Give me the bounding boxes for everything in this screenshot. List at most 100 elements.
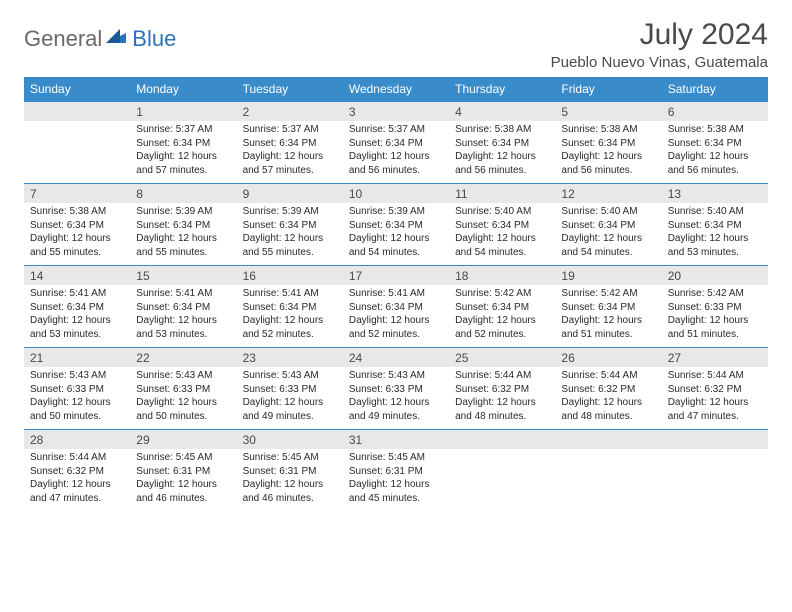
sunrise-text: Sunrise: 5:40 AM: [668, 205, 762, 219]
daylight-text: and 57 minutes.: [136, 164, 230, 178]
daylight-text: and 53 minutes.: [668, 246, 762, 260]
day-detail-cell: Sunrise: 5:43 AMSunset: 6:33 PMDaylight:…: [24, 367, 130, 430]
day-number-row: 123456: [24, 102, 768, 122]
daylight-text: Daylight: 12 hours: [349, 232, 443, 246]
sunset-text: Sunset: 6:33 PM: [668, 301, 762, 315]
day-number: 24: [343, 348, 449, 368]
day-number: 22: [130, 348, 236, 368]
daylight-text: Daylight: 12 hours: [136, 150, 230, 164]
daylight-text: Daylight: 12 hours: [455, 314, 549, 328]
day-detail-row: Sunrise: 5:43 AMSunset: 6:33 PMDaylight:…: [24, 367, 768, 430]
calendar-table: Sunday Monday Tuesday Wednesday Thursday…: [24, 77, 768, 511]
day-number: 10: [343, 184, 449, 204]
day-detail-cell: Sunrise: 5:38 AMSunset: 6:34 PMDaylight:…: [24, 203, 130, 266]
day-detail-row: Sunrise: 5:41 AMSunset: 6:34 PMDaylight:…: [24, 285, 768, 348]
logo-text-general: General: [24, 26, 102, 52]
day-number: 11: [449, 184, 555, 204]
day-number: 29: [130, 430, 236, 450]
day-detail-cell: Sunrise: 5:44 AMSunset: 6:32 PMDaylight:…: [449, 367, 555, 430]
sunset-text: Sunset: 6:33 PM: [243, 383, 337, 397]
sunset-text: Sunset: 6:34 PM: [561, 301, 655, 315]
day-detail-cell: Sunrise: 5:37 AMSunset: 6:34 PMDaylight:…: [343, 121, 449, 184]
sunrise-text: Sunrise: 5:38 AM: [561, 123, 655, 137]
sunset-text: Sunset: 6:34 PM: [349, 301, 443, 315]
daylight-text: Daylight: 12 hours: [136, 396, 230, 410]
day-detail-cell: Sunrise: 5:42 AMSunset: 6:33 PMDaylight:…: [662, 285, 768, 348]
day-detail-cell: [555, 449, 661, 511]
daylight-text: Daylight: 12 hours: [349, 150, 443, 164]
day-detail-cell: Sunrise: 5:43 AMSunset: 6:33 PMDaylight:…: [343, 367, 449, 430]
logo-text-blue: Blue: [132, 26, 176, 52]
day-number: 6: [662, 102, 768, 122]
day-detail-cell: Sunrise: 5:43 AMSunset: 6:33 PMDaylight:…: [130, 367, 236, 430]
day-number: 13: [662, 184, 768, 204]
sunset-text: Sunset: 6:34 PM: [455, 301, 549, 315]
sunrise-text: Sunrise: 5:40 AM: [455, 205, 549, 219]
sunset-text: Sunset: 6:33 PM: [136, 383, 230, 397]
day-number: 12: [555, 184, 661, 204]
daylight-text: Daylight: 12 hours: [30, 314, 124, 328]
sunrise-text: Sunrise: 5:44 AM: [668, 369, 762, 383]
sunset-text: Sunset: 6:34 PM: [243, 137, 337, 151]
sunrise-text: Sunrise: 5:45 AM: [136, 451, 230, 465]
sunset-text: Sunset: 6:32 PM: [668, 383, 762, 397]
calendar-document: General Blue July 2024 Pueblo Nuevo Vina…: [0, 0, 792, 529]
sunset-text: Sunset: 6:31 PM: [136, 465, 230, 479]
daylight-text: Daylight: 12 hours: [349, 396, 443, 410]
day-detail-cell: Sunrise: 5:45 AMSunset: 6:31 PMDaylight:…: [130, 449, 236, 511]
day-number: 8: [130, 184, 236, 204]
daylight-text: and 47 minutes.: [668, 410, 762, 424]
day-detail-cell: Sunrise: 5:37 AMSunset: 6:34 PMDaylight:…: [130, 121, 236, 184]
daylight-text: Daylight: 12 hours: [243, 232, 337, 246]
day-number: 14: [24, 266, 130, 286]
sunrise-text: Sunrise: 5:40 AM: [561, 205, 655, 219]
sunrise-text: Sunrise: 5:41 AM: [243, 287, 337, 301]
daylight-text: and 55 minutes.: [136, 246, 230, 260]
day-number: 20: [662, 266, 768, 286]
daylight-text: Daylight: 12 hours: [243, 478, 337, 492]
sunrise-text: Sunrise: 5:41 AM: [349, 287, 443, 301]
sunrise-text: Sunrise: 5:43 AM: [30, 369, 124, 383]
daylight-text: and 48 minutes.: [455, 410, 549, 424]
day-number: 31: [343, 430, 449, 450]
sunrise-text: Sunrise: 5:42 AM: [455, 287, 549, 301]
day-detail-cell: Sunrise: 5:38 AMSunset: 6:34 PMDaylight:…: [555, 121, 661, 184]
daylight-text: and 56 minutes.: [349, 164, 443, 178]
day-number: 18: [449, 266, 555, 286]
day-number: 21: [24, 348, 130, 368]
day-number-row: 78910111213: [24, 184, 768, 204]
day-number: 28: [24, 430, 130, 450]
sunset-text: Sunset: 6:32 PM: [30, 465, 124, 479]
sunrise-text: Sunrise: 5:42 AM: [668, 287, 762, 301]
daylight-text: Daylight: 12 hours: [668, 396, 762, 410]
day-detail-cell: Sunrise: 5:40 AMSunset: 6:34 PMDaylight:…: [449, 203, 555, 266]
sunset-text: Sunset: 6:34 PM: [455, 137, 549, 151]
sunset-text: Sunset: 6:31 PM: [349, 465, 443, 479]
sunrise-text: Sunrise: 5:45 AM: [243, 451, 337, 465]
day-detail-cell: [662, 449, 768, 511]
daylight-text: and 56 minutes.: [455, 164, 549, 178]
sunrise-text: Sunrise: 5:41 AM: [30, 287, 124, 301]
daylight-text: Daylight: 12 hours: [136, 232, 230, 246]
day-number: [555, 430, 661, 450]
sunrise-text: Sunrise: 5:38 AM: [668, 123, 762, 137]
header: General Blue July 2024 Pueblo Nuevo Vina…: [24, 18, 768, 71]
daylight-text: Daylight: 12 hours: [349, 314, 443, 328]
daylight-text: and 50 minutes.: [136, 410, 230, 424]
day-header: Monday: [130, 77, 236, 102]
day-number: [662, 430, 768, 450]
day-detail-cell: Sunrise: 5:42 AMSunset: 6:34 PMDaylight:…: [449, 285, 555, 348]
day-header: Tuesday: [237, 77, 343, 102]
day-detail-cell: [449, 449, 555, 511]
day-number: 25: [449, 348, 555, 368]
daylight-text: and 55 minutes.: [243, 246, 337, 260]
daylight-text: Daylight: 12 hours: [561, 314, 655, 328]
sunrise-text: Sunrise: 5:42 AM: [561, 287, 655, 301]
sunrise-text: Sunrise: 5:37 AM: [136, 123, 230, 137]
daylight-text: Daylight: 12 hours: [561, 232, 655, 246]
daylight-text: Daylight: 12 hours: [30, 478, 124, 492]
flag-icon: [106, 29, 128, 50]
day-detail-cell: Sunrise: 5:44 AMSunset: 6:32 PMDaylight:…: [662, 367, 768, 430]
day-number: 17: [343, 266, 449, 286]
day-detail-cell: Sunrise: 5:39 AMSunset: 6:34 PMDaylight:…: [237, 203, 343, 266]
